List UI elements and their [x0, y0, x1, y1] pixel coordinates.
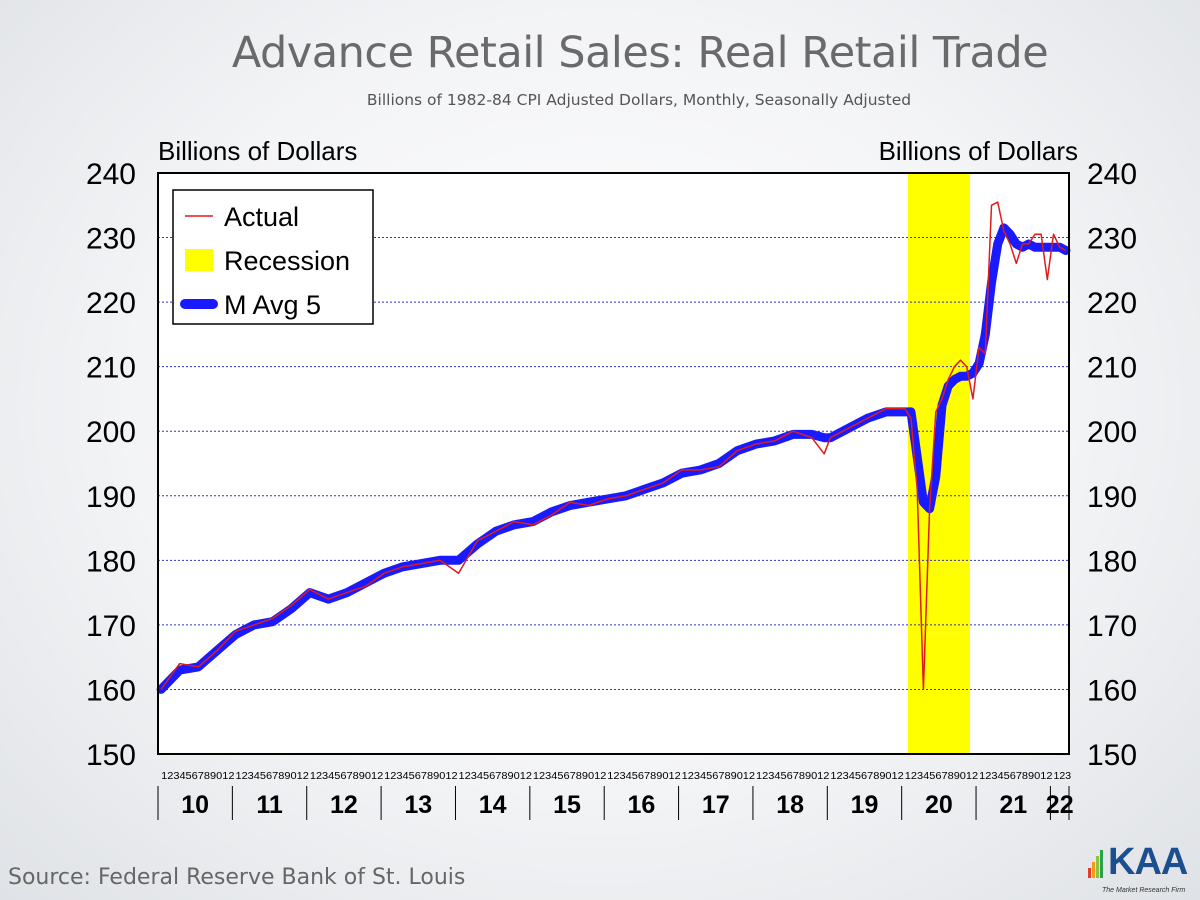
y-tick-label-right: 160	[1087, 674, 1137, 707]
y-tick-label-right: 200	[1087, 416, 1137, 449]
x-month-labels: 123456789012	[607, 771, 681, 782]
series-line-mavg5	[156, 223, 1071, 694]
x-year-label: 17	[702, 791, 730, 819]
y-tick-label-right: 220	[1087, 287, 1137, 320]
x-year-label: 19	[851, 791, 879, 819]
x-month-labels: 123456789012	[830, 771, 904, 782]
y-tick-label-right: 240	[1087, 158, 1137, 191]
right-axis-title: Billions of Dollars	[878, 136, 1078, 166]
logo-text: KAA	[1108, 841, 1188, 883]
legend-swatch-recession	[185, 249, 213, 271]
y-tick-label-left: 190	[86, 481, 136, 514]
y-tick-label-left: 150	[86, 739, 136, 772]
y-tick-label-right: 150	[1087, 739, 1137, 772]
logo-bars-icon	[1088, 850, 1108, 878]
y-tick-label-left: 240	[86, 158, 136, 191]
y-tick-label-right: 190	[1087, 481, 1137, 514]
chart-subtitle: Billions of 1982-84 CPI Adjusted Dollars…	[366, 91, 912, 109]
x-year-label: 15	[553, 791, 581, 819]
y-tick-label-right: 210	[1087, 352, 1137, 385]
y-tick-label-right: 230	[1087, 223, 1137, 256]
x-month-labels: 123456789012	[384, 771, 458, 782]
y-tick-label-left: 170	[86, 610, 136, 643]
y-tick-label-left: 160	[86, 674, 136, 707]
x-year-label: 12	[330, 791, 358, 819]
y-tick-label-left: 180	[86, 545, 136, 578]
y-tick-label-right: 170	[1087, 610, 1137, 643]
plot-frame	[157, 172, 1070, 755]
series-line-actual	[160, 201, 1067, 691]
x-month-labels: 123456789012	[161, 771, 235, 782]
x-month-labels: 123456789012	[905, 771, 979, 782]
y-tick-label-left: 230	[86, 223, 136, 256]
y-tick-label-left: 210	[86, 352, 136, 385]
source-note: Source: Federal Reserve Bank of St. Loui…	[8, 865, 466, 890]
legend-label: Actual	[224, 202, 299, 232]
legend-label: Recession	[224, 246, 350, 276]
legend-label: M Avg 5	[224, 290, 321, 320]
x-month-labels: 123456789012	[533, 771, 607, 782]
company-logo: KAA The Market Research Firm	[1088, 842, 1188, 894]
x-year-label: 14	[479, 791, 507, 819]
logo-tagline: The Market Research Firm	[1102, 887, 1186, 894]
y-tick-label-right: 180	[1087, 545, 1137, 578]
x-year-label: 16	[627, 791, 655, 819]
x-month-labels: 123456789012	[756, 771, 830, 782]
x-year-label: 11	[256, 791, 283, 819]
y-tick-label-left: 200	[86, 416, 136, 449]
x-year-label: 10	[181, 791, 209, 819]
x-month-labels: 123456789012	[979, 771, 1053, 782]
x-month-labels: 123456789012	[235, 771, 309, 782]
x-month-labels: 123456789012	[310, 771, 384, 782]
x-year-label: 20	[925, 791, 953, 819]
y-tick-label-left: 220	[86, 287, 136, 320]
left-axis-title: Billions of Dollars	[158, 136, 358, 166]
x-year-label: 18	[776, 791, 804, 819]
x-month-labels: 123	[1054, 771, 1072, 782]
chart-title: Advance Retail Sales: Real Retail Trade	[231, 28, 1049, 78]
x-year-label: 21	[999, 791, 1027, 819]
x-month-labels: 123456789012	[682, 771, 756, 782]
x-year-label: 13	[404, 791, 432, 819]
x-month-labels: 123456789012	[459, 771, 533, 782]
